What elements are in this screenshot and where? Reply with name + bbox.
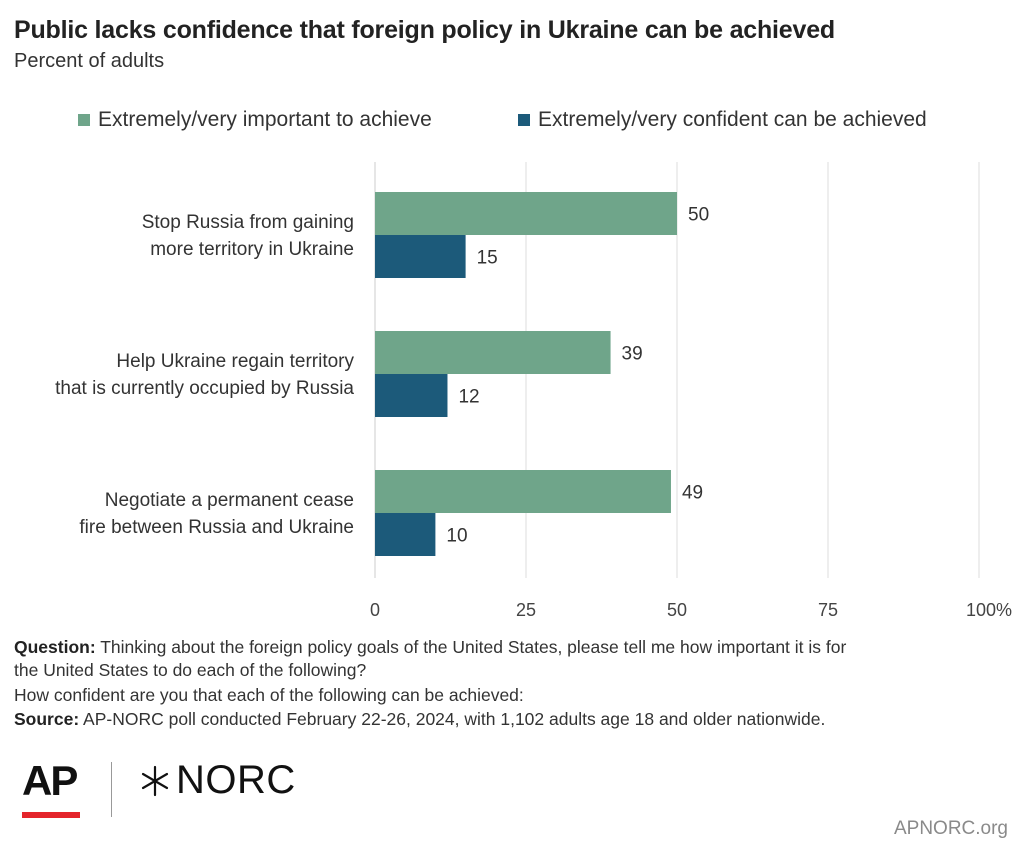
source-text: AP-NORC poll conducted February 22-26, 2…	[79, 709, 826, 729]
question-line-1: Question: Thinking about the foreign pol…	[14, 636, 846, 659]
ap-logo-bar	[22, 812, 80, 818]
legend-item-important: Extremely/very important to achieve	[78, 108, 432, 132]
chart-title: Public lacks confidence that foreign pol…	[14, 16, 835, 44]
bar	[375, 331, 611, 374]
question-label: Question:	[14, 637, 96, 657]
legend: Extremely/very important to achieve Extr…	[0, 108, 1024, 134]
category-label: that is currently occupied by Russia	[55, 378, 354, 399]
data-label: 10	[446, 526, 467, 547]
chart-subtitle: Percent of adults	[14, 50, 165, 72]
star-cross-icon	[141, 765, 169, 796]
data-label: 50	[688, 205, 709, 226]
legend-swatch-important	[78, 114, 90, 126]
category-label: fire between Russia and Ukraine	[79, 517, 354, 538]
data-label: 49	[682, 483, 703, 504]
bar	[375, 470, 671, 513]
data-label: 39	[622, 344, 643, 365]
bar	[375, 192, 677, 235]
legend-label-confident: Extremely/very confident can be achieved	[538, 108, 927, 131]
bar	[375, 374, 448, 417]
x-tick-label: 0	[370, 600, 380, 620]
legend-item-confident: Extremely/very confident can be achieved	[518, 108, 927, 132]
x-tick-label: 100%	[966, 600, 1012, 620]
site-url: APNORC.org	[893, 818, 1008, 839]
x-tick-label: 25	[516, 600, 536, 620]
legend-swatch-confident	[518, 114, 530, 126]
data-label: 12	[458, 387, 479, 408]
category-label: Stop Russia from gaining	[142, 212, 354, 233]
bar	[375, 235, 466, 278]
x-tick-label: 75	[818, 600, 838, 620]
norc-logo-text: NORC	[176, 758, 296, 802]
legend-label-important: Extremely/very important to achieve	[98, 108, 432, 131]
category-label: Help Ukraine regain territory	[116, 351, 354, 372]
question-line-3: How confident are you that each of the f…	[14, 685, 524, 705]
question-line-2: the United States to do each of the foll…	[14, 660, 367, 680]
bar-chart: 0 25 50 75 100% Stop Russia from gaining more …	[55, 162, 1012, 620]
data-label: 15	[477, 248, 498, 269]
bar	[375, 513, 436, 556]
logo-divider	[111, 762, 112, 817]
source-label: Source:	[14, 709, 80, 729]
norc-logo: NORC	[138, 758, 296, 803]
ap-logo: AP	[22, 757, 78, 804]
x-tick-label: 50	[667, 600, 687, 620]
category-label: Negotiate a permanent cease	[105, 490, 354, 511]
category-label: more territory in Ukraine	[150, 239, 354, 260]
question-text-1: Thinking about the foreign policy goals …	[95, 637, 847, 657]
source-line: Source: AP-NORC poll conducted February …	[14, 708, 825, 731]
